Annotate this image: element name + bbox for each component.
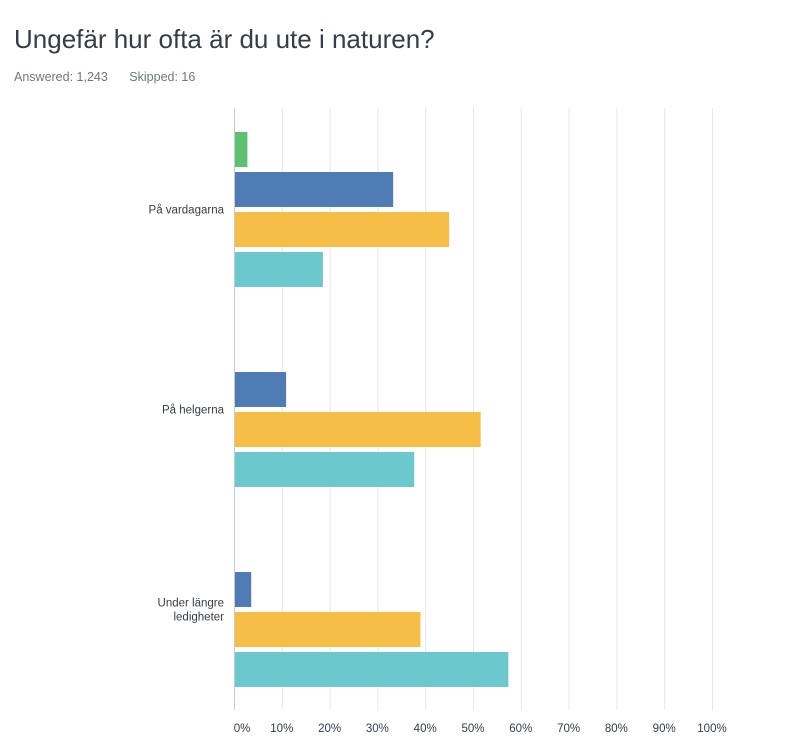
bar <box>234 452 415 487</box>
x-tick-label: 10% <box>270 723 293 735</box>
bar <box>234 612 421 647</box>
bar <box>234 172 394 207</box>
x-tick-label: 60% <box>509 723 532 735</box>
bar <box>234 252 323 287</box>
category-label-line: Under längre <box>158 598 224 610</box>
bar <box>234 212 450 247</box>
category-label: Under längre ledigheter <box>158 598 225 624</box>
page-title: Ungefär hur ofta är du ute i naturen? <box>14 24 435 54</box>
category-label-line: På helgerna <box>162 405 225 417</box>
x-tick-label: 0% <box>234 723 251 735</box>
response-summary: Answered: 1,243 Skipped: 16 <box>14 70 195 84</box>
x-tick-label: 80% <box>605 723 628 735</box>
x-tick-label: 50% <box>461 723 484 735</box>
answered-count: Answered: 1,243 <box>14 70 108 84</box>
category-label-line: På vardagarna <box>149 205 225 217</box>
x-tick-label: 70% <box>557 723 580 735</box>
skipped-count: Skipped: 16 <box>129 70 196 84</box>
category-label-line: ledigheter <box>173 612 224 624</box>
x-tick-label: 30% <box>366 723 389 735</box>
bar <box>234 652 509 687</box>
x-tick-label: 20% <box>318 723 341 735</box>
category-label: På vardagarna <box>149 205 225 217</box>
bar <box>234 412 481 447</box>
bar <box>234 572 252 607</box>
bar <box>234 132 248 167</box>
x-tick-label: 40% <box>414 723 437 735</box>
x-tick-label: 100% <box>697 723 726 735</box>
category-label: På helgerna <box>162 405 225 417</box>
bar <box>234 372 287 407</box>
x-tick-label: 90% <box>653 723 676 735</box>
